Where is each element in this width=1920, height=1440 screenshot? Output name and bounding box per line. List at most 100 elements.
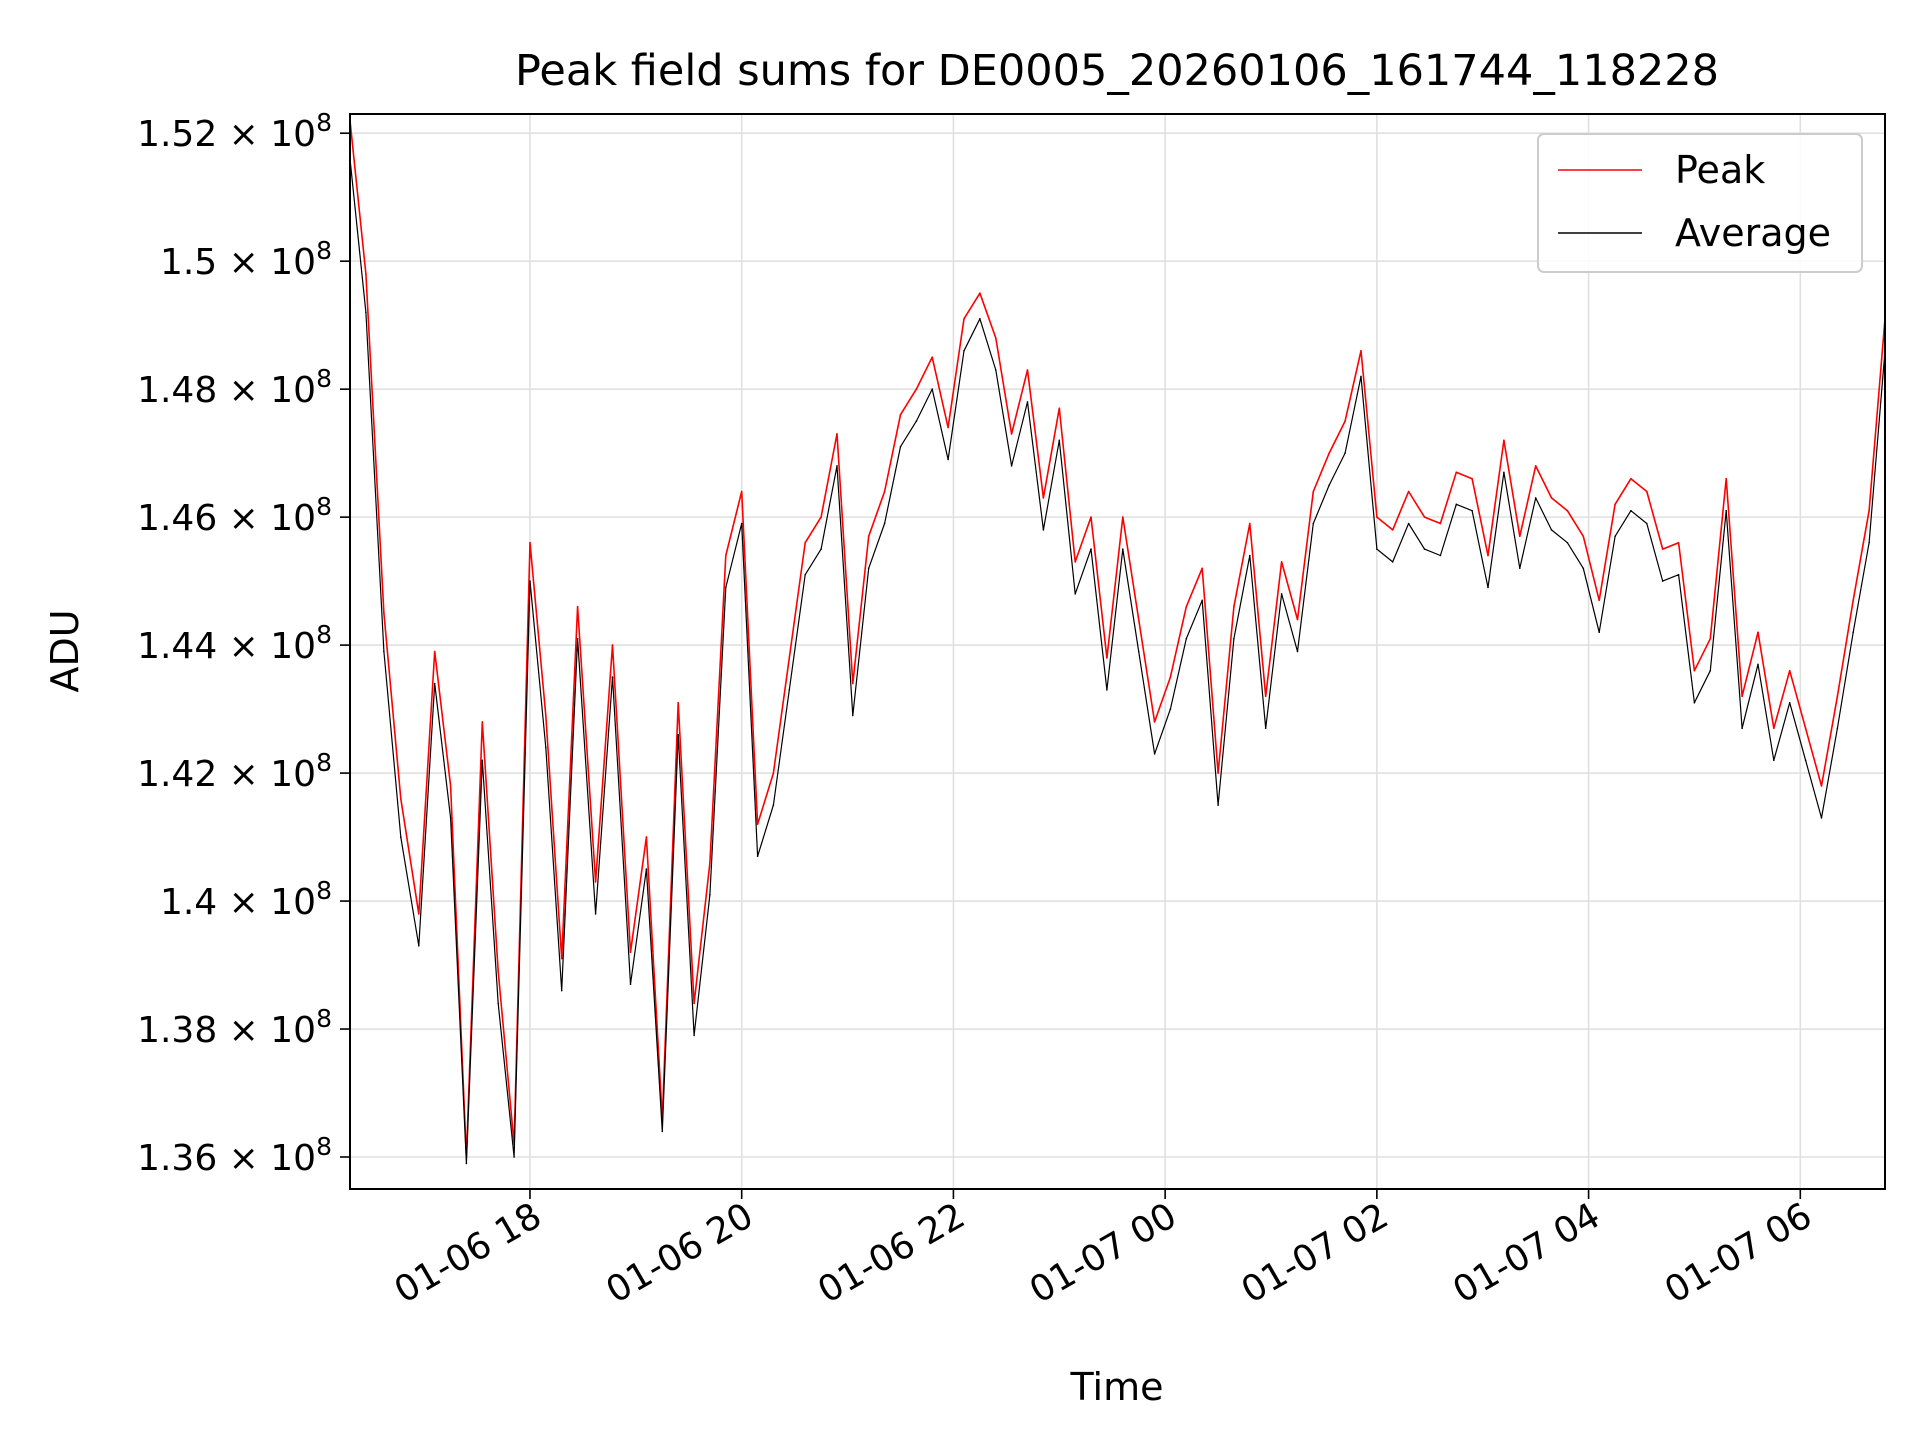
data-point-peak [1058, 407, 1061, 410]
y-tick-label: 1.42 × 108 [137, 748, 332, 795]
data-point-average [1614, 535, 1616, 538]
data-point-peak [1407, 490, 1410, 493]
data-point-average [1074, 593, 1076, 595]
data-point-peak [1153, 721, 1156, 723]
y-tick-mantissa: 1.52 [137, 114, 217, 155]
data-point-peak [1852, 599, 1854, 602]
data-point-average [383, 650, 385, 653]
data-point-peak [915, 388, 918, 390]
plot-area-frame [349, 113, 1886, 1190]
data-point-average [1137, 650, 1140, 653]
data-point-peak [931, 356, 933, 359]
data-point-peak [1550, 497, 1553, 499]
data-point-peak [693, 1002, 695, 1005]
data-point-peak [1788, 669, 1791, 672]
data-point-average [1836, 727, 1839, 730]
data-point-peak [449, 785, 452, 787]
data-point-average [693, 1034, 695, 1037]
data-point-average [1407, 522, 1410, 525]
data-point-average [1328, 484, 1330, 486]
y-tick-label: 1.52 × 108 [137, 108, 332, 155]
data-point-average [465, 1162, 468, 1165]
chart-title: Peak field sums for DE0005_20260106_1617… [515, 46, 1719, 96]
data-point-average [365, 311, 367, 314]
data-point-average [677, 733, 679, 736]
data-point-average [1677, 573, 1680, 576]
data-point-peak [1264, 695, 1267, 698]
y-tick-base: 10 [270, 1010, 316, 1051]
data-point-average [1360, 375, 1362, 378]
data-point-peak [1519, 535, 1521, 538]
data-point-peak [1423, 516, 1426, 518]
data-point-peak [1471, 477, 1473, 480]
y-tick-label: 1.48 × 108 [137, 364, 332, 411]
data-point-peak [433, 650, 436, 653]
y-tick-exponent: 8 [316, 620, 332, 649]
series-average [349, 158, 1886, 1165]
data-point-peak [899, 413, 902, 416]
data-point-peak [1582, 535, 1585, 538]
data-point-average [1201, 599, 1203, 602]
y-tick-times-sign: × [217, 882, 270, 923]
y-tick-exponent: 8 [316, 876, 332, 905]
data-point-peak [1693, 669, 1696, 672]
data-point-peak [1010, 433, 1013, 435]
data-point-average [433, 682, 436, 685]
data-point-peak [1773, 727, 1775, 730]
data-point-average [1122, 548, 1124, 550]
data-point-average [788, 689, 791, 691]
y-tick-label: 1.36 × 108 [137, 1132, 332, 1179]
data-point-average [497, 1002, 500, 1005]
data-point-average [629, 983, 632, 985]
data-point-peak [645, 836, 648, 838]
data-point-average [852, 714, 854, 717]
data-point-peak [560, 957, 563, 960]
data-point-peak [709, 861, 711, 864]
data-point-average [400, 836, 402, 838]
data-point-average [594, 913, 597, 915]
data-point-peak [979, 292, 981, 295]
data-point-peak [1836, 695, 1839, 698]
data-point-average [1503, 471, 1505, 474]
data-point-average [1391, 561, 1394, 563]
y-tick-base: 10 [270, 370, 316, 411]
data-point-peak [1280, 561, 1283, 563]
data-point-peak [1201, 567, 1203, 570]
data-point-average [560, 989, 563, 992]
data-point-peak [1725, 477, 1727, 480]
data-point-average [1709, 669, 1712, 672]
y-tick-mantissa: 1.44 [137, 626, 217, 667]
y-tick-mantissa: 1.42 [137, 754, 217, 795]
y-tick-exponent: 8 [316, 1132, 332, 1161]
y-tick-label: 1.38 × 108 [137, 1004, 332, 1051]
data-point-average [1582, 567, 1585, 570]
y-tick-times-sign: × [217, 370, 270, 411]
y-tick-exponent: 8 [316, 492, 332, 521]
data-point-average [709, 893, 711, 896]
data-point-average [931, 388, 933, 390]
data-point-average [611, 676, 614, 678]
data-point-average [1026, 401, 1029, 403]
data-point-average [1455, 503, 1458, 506]
data-point-average [513, 1156, 515, 1158]
data-point-average [1693, 701, 1696, 704]
data-point-peak [677, 701, 679, 704]
data-point-average [740, 522, 743, 525]
data-point-peak [545, 714, 547, 717]
data-point-peak [1741, 695, 1743, 698]
data-point-average [883, 522, 886, 525]
data-point-average [1598, 631, 1600, 634]
data-point-average [756, 855, 759, 858]
y-tick-mantissa: 1.46 [137, 498, 217, 539]
data-point-peak [497, 970, 500, 973]
data-point-peak [1677, 541, 1680, 544]
data-point-average [1423, 548, 1426, 550]
data-point-peak [418, 913, 420, 915]
data-point-peak [1455, 471, 1458, 474]
data-point-average [1296, 650, 1299, 653]
data-point-peak [1217, 772, 1219, 774]
data-point-peak [1661, 548, 1664, 550]
data-point-average [1646, 522, 1648, 525]
data-point-average [979, 318, 981, 320]
